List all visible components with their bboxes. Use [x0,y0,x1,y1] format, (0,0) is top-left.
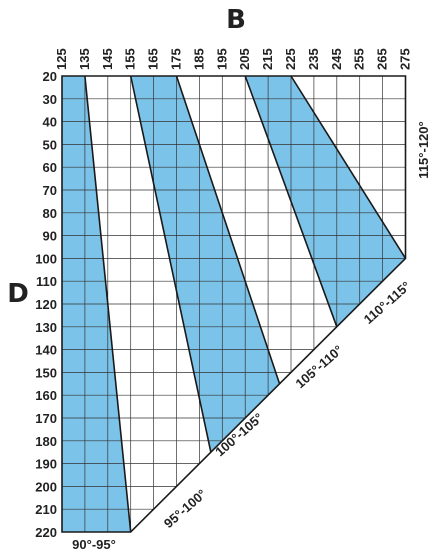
b-tick-175: 175 [169,48,184,70]
zone-fill-4 [245,76,406,327]
d-tick-150: 150 [35,365,57,380]
b-tick-245: 245 [329,48,344,70]
d-tick-200: 200 [35,479,57,494]
zone-edge-3 [175,75,281,385]
zone-edge-4 [244,75,338,328]
b-tick-255: 255 [352,48,367,70]
b-tick-135: 135 [77,48,92,70]
d-tick-120: 120 [35,297,57,312]
zone-fill-2 [130,76,280,453]
zone-edge-2 [129,75,212,453]
d-tick-140: 140 [35,343,57,358]
b-tick-215: 215 [260,48,275,70]
axis-d-title: D [7,279,29,309]
d-tick-110: 110 [36,274,57,289]
grid [62,76,406,532]
d-tick-70: 70 [43,183,57,198]
zone-edge-1 [84,75,132,533]
zone-boundaries [61,75,407,533]
d-tick-170: 170 [35,411,57,426]
b-tick-125: 125 [54,48,69,70]
b-tick-145: 145 [100,48,115,70]
d-tick-100: 100 [35,251,57,266]
b-tick-275: 275 [398,48,413,70]
d-tick-40: 40 [43,115,57,130]
b-tick-195: 195 [214,48,229,70]
d-tick-190: 190 [35,457,57,472]
chart-outline [61,75,407,533]
b-tick-265: 265 [375,48,390,70]
d-tick-60: 60 [43,160,57,175]
b-tick-165: 165 [146,48,161,70]
zone-label-90-95: 90°-95° [72,537,116,552]
b-tick-155: 155 [123,48,138,70]
d-tick-80: 80 [43,206,57,221]
d-tick-210: 210 [35,502,57,517]
b-tick-185: 185 [191,48,206,70]
d-tick-160: 160 [35,388,57,403]
b-tick-235: 235 [306,48,321,70]
d-tick-30: 30 [43,92,57,107]
b-tick-205: 205 [237,48,252,70]
d-tick-130: 130 [35,320,57,335]
zone-label-115-120: 115°-120° [416,121,431,178]
d-tick-20: 20 [43,69,57,84]
b-tick-225: 225 [283,48,298,70]
d-tick-labels: 20 30 40 50 60 70 80 90 100 110 120 130 140 150 160 170… [35,69,57,540]
d-tick-180: 180 [35,434,57,449]
axis-b-title: B [226,5,246,35]
d-tick-220: 220 [35,525,57,540]
d-tick-50: 50 [43,137,57,152]
zone-label-95-100: 95°-100° [161,486,209,531]
zone-edge-5 [290,75,407,259]
d-tick-90: 90 [43,229,57,244]
b-tick-labels: 125 135 145 155 165 175 185 195 205 215 225 235 245 2… [54,48,413,70]
